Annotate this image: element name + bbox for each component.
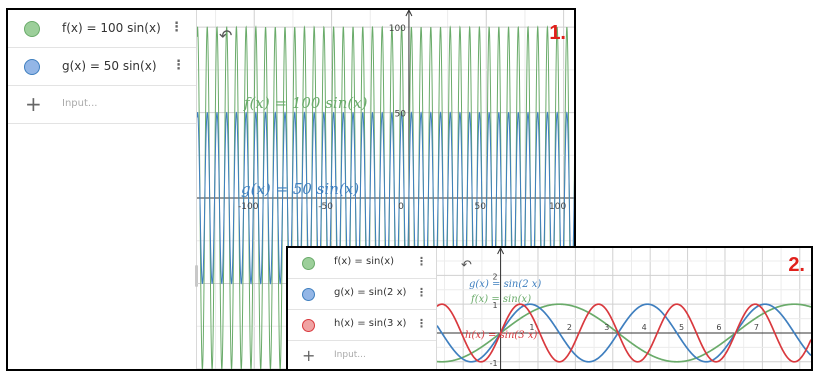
plus-icon[interactable]: +: [25, 92, 42, 116]
expression-row-g[interactable]: g(x) = sin(2 x) ⋮: [288, 279, 436, 310]
y-axis-arrow: [497, 248, 505, 255]
input-bar[interactable]: Input...: [334, 350, 366, 360]
visibility-toggle-h[interactable]: [302, 319, 315, 332]
curve-label-g: g(x) = sin(2 x): [469, 279, 542, 290]
expression-text[interactable]: f(x) = 100 sin(x): [62, 21, 161, 35]
x-tick-label: 0: [398, 202, 404, 212]
graph-canvas[interactable]: 1 2 3 4 5 6 7 -1 1 2: [437, 248, 811, 369]
x-tick-label: 100: [549, 202, 566, 212]
expression-row-g[interactable]: g(x) = 50 sin(x) ⋮: [8, 48, 196, 86]
more-vertical-icon[interactable]: ⋮: [416, 317, 427, 330]
graphics-view[interactable]: 1 2 3 4 5 6 7 -1 1 2 ↶ 2. g(x) = sin(2 x) f(x) = …: [437, 248, 811, 369]
curve-label-f: f(x) = sin(x): [471, 294, 532, 305]
more-vertical-icon[interactable]: ⋮: [416, 255, 427, 268]
x-tick-label: 7: [754, 323, 759, 332]
plus-icon[interactable]: +: [302, 346, 316, 365]
x-tick-label: -100: [238, 202, 259, 212]
x-tick-label: -50: [318, 202, 333, 212]
undo-icon[interactable]: ↶: [219, 26, 233, 45]
input-bar[interactable]: Input...: [62, 98, 98, 109]
x-tick-label: 4: [642, 323, 647, 332]
geogebra-window-2: f(x) = sin(x) ⋮ g(x) = sin(2 x) ⋮ h(x) =…: [286, 246, 813, 371]
undo-icon[interactable]: ↶: [461, 258, 472, 273]
curve-label-h: h(x) = sin(3 x): [465, 330, 538, 341]
expression-row-f[interactable]: f(x) = sin(x) ⋮: [288, 248, 436, 279]
more-vertical-icon[interactable]: ⋮: [172, 58, 185, 73]
x-tick-label: 6: [716, 323, 721, 332]
y-tick-label: 50: [394, 110, 406, 120]
y-axis-arrow: [405, 10, 413, 17]
visibility-toggle-g[interactable]: [302, 288, 315, 301]
panel-number: 1.: [549, 22, 566, 44]
x-tick-label: 1: [529, 323, 534, 332]
expression-text[interactable]: g(x) = 50 sin(x): [62, 59, 157, 73]
resize-handle[interactable]: [195, 265, 198, 287]
expression-text[interactable]: g(x) = sin(2 x): [334, 287, 407, 298]
curve-label-f: f(x) = 100 sin(x): [244, 94, 368, 112]
algebra-view: f(x) = 100 sin(x) ⋮ g(x) = 50 sin(x) ⋮ +…: [8, 10, 198, 369]
visibility-toggle-g[interactable]: [24, 59, 40, 75]
y-tick-label: 2: [492, 272, 497, 281]
x-tick-label: 5: [679, 323, 684, 332]
input-row[interactable]: + Input...: [288, 341, 436, 369]
y-tick-label: 100: [389, 24, 406, 34]
panel-number: 2.: [788, 254, 805, 276]
expression-row-h[interactable]: h(x) = sin(3 x) ⋮: [288, 310, 436, 341]
y-tick-label: 1: [492, 301, 497, 310]
visibility-toggle-f[interactable]: [24, 21, 40, 37]
expression-text[interactable]: h(x) = sin(3 x): [334, 318, 407, 329]
more-vertical-icon[interactable]: ⋮: [170, 20, 183, 35]
input-row[interactable]: + Input...: [8, 86, 196, 124]
geogebra-window-1: f(x) = 100 sin(x) ⋮ g(x) = 50 sin(x) ⋮ +…: [6, 8, 576, 371]
visibility-toggle-f[interactable]: [302, 257, 315, 270]
more-vertical-icon[interactable]: ⋮: [416, 286, 427, 299]
x-tick-label: 3: [604, 323, 609, 332]
expression-row-f[interactable]: f(x) = 100 sin(x) ⋮: [8, 10, 196, 48]
x-tick-label: 50: [475, 202, 487, 212]
x-tick-label: 2: [567, 323, 572, 332]
y-tick-label: -1: [490, 359, 498, 368]
curve-label-g: g(x) = 50 sin(x): [241, 180, 360, 198]
algebra-view: f(x) = sin(x) ⋮ g(x) = sin(2 x) ⋮ h(x) =…: [288, 248, 437, 369]
curve-h[interactable]: [437, 303, 811, 363]
expression-text[interactable]: f(x) = sin(x): [334, 256, 395, 267]
